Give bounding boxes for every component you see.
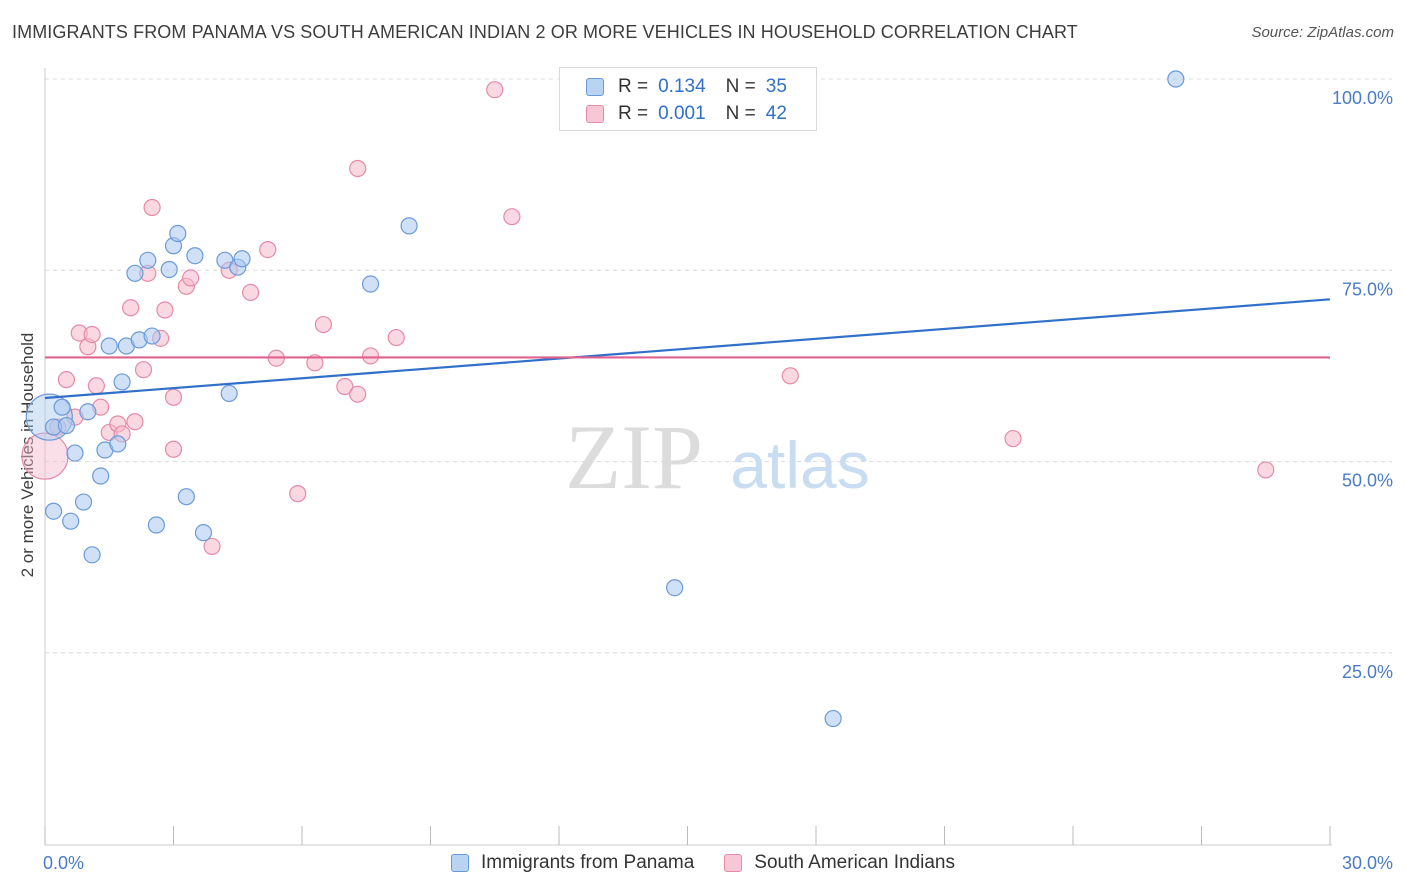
data-point	[314, 315, 333, 334]
data-point	[177, 488, 195, 506]
data-point	[53, 398, 71, 416]
watermark-atlas: atlas	[730, 428, 869, 502]
source-credit: Source: ZipAtlas.com	[1251, 24, 1394, 41]
legend-r-label: R =	[618, 76, 649, 97]
legend-n-value-indians: 42	[765, 103, 787, 124]
data-point	[160, 260, 178, 279]
data-point	[242, 283, 260, 302]
data-point	[220, 384, 238, 403]
data-point	[486, 81, 504, 99]
data-point	[1167, 70, 1185, 88]
data-point	[349, 159, 367, 178]
data-point	[336, 377, 354, 396]
data-point	[349, 385, 367, 403]
chart-title: IMMIGRANTS FROM PANAMA VS SOUTH AMERICAN…	[12, 22, 1078, 42]
data-point	[387, 328, 405, 347]
legend-label-indians: South American Indians	[754, 852, 955, 873]
data-point	[233, 250, 251, 268]
legend-r-value-panama: 0.134	[658, 76, 706, 97]
data-point	[134, 361, 153, 379]
data-point	[92, 467, 110, 485]
data-point	[122, 299, 140, 317]
trend-lines	[44, 298, 1331, 400]
data-point	[100, 337, 118, 355]
data-point	[57, 416, 76, 435]
data-point	[156, 301, 174, 319]
data-point	[139, 251, 157, 269]
data-point	[126, 264, 144, 282]
legend-n-label: N =	[725, 103, 756, 124]
series-immigrants-from-panama	[25, 70, 1185, 728]
legend-swatch-blue	[451, 854, 469, 872]
tick-labels: 25.0% 50.0% 75.0% 100.0% 0.0% 30.0%	[43, 88, 1393, 873]
data-point	[289, 485, 307, 503]
data-point	[361, 275, 380, 293]
data-point	[83, 546, 101, 564]
data-point	[143, 198, 161, 217]
series-south-american-indians	[21, 81, 1275, 556]
data-point	[79, 403, 97, 421]
data-point	[186, 247, 204, 265]
legend-row-south-american-indians: R = 0.001 N = 42	[586, 102, 787, 126]
y-tick-label: 75.0%	[1342, 279, 1393, 299]
data-point	[57, 371, 76, 389]
y-tick-label: 25.0%	[1342, 662, 1393, 682]
data-point	[666, 579, 684, 597]
data-point	[126, 413, 144, 431]
data-point	[203, 537, 221, 556]
legend-swatch-pink	[724, 854, 743, 872]
data-point	[259, 240, 277, 259]
legend-r-value-indians: 0.001	[658, 103, 706, 124]
data-point	[113, 373, 131, 391]
watermark: ZIP atlas	[565, 406, 870, 508]
data-point	[1004, 429, 1022, 448]
data-point	[169, 224, 187, 243]
watermark-zip: ZIP	[565, 406, 703, 508]
data-point	[66, 444, 84, 462]
data-point	[1257, 461, 1275, 479]
legend-r-label: R =	[618, 103, 649, 124]
data-point	[503, 208, 521, 226]
data-point	[74, 493, 93, 511]
series-legend: Immigrants from Panama South American In…	[0, 852, 1406, 874]
y-tick-label: 50.0%	[1342, 471, 1393, 491]
data-point	[143, 327, 161, 345]
data-point	[781, 367, 799, 385]
x-tick-label: 30.0%	[1342, 853, 1393, 873]
data-point	[164, 440, 183, 458]
legend-item-panama[interactable]: Immigrants from Panama	[451, 852, 694, 874]
x-tick-label: 0.0%	[43, 853, 84, 873]
legend-item-indians[interactable]: South American Indians	[724, 852, 955, 874]
legend-label-panama: Immigrants from Panama	[481, 852, 695, 873]
data-point	[83, 325, 101, 344]
legend-swatch-blue	[586, 78, 604, 96]
trend-line-panama	[44, 298, 1331, 400]
data-point	[194, 524, 213, 542]
legend-n-label: N =	[725, 76, 756, 97]
grid-lines	[45, 78, 1392, 654]
y-tick-label: 100.0%	[1332, 88, 1393, 108]
legend-swatch-pink	[586, 105, 604, 123]
data-point	[361, 347, 380, 365]
data-point	[147, 516, 165, 534]
legend-row-panama: R = 0.134 N = 35	[586, 75, 787, 99]
data-point	[824, 709, 842, 728]
axes	[44, 68, 1332, 846]
data-point	[62, 512, 80, 530]
data-point	[44, 502, 63, 520]
data-point	[182, 269, 200, 287]
data-point	[87, 377, 106, 395]
data-point	[164, 388, 183, 406]
legend-n-value-panama: 35	[765, 76, 787, 97]
correlation-legend: R = 0.134 N = 35 R = 0.001 N = 42	[559, 67, 817, 131]
data-point	[306, 354, 324, 372]
data-point	[400, 217, 418, 235]
data-point	[109, 435, 127, 453]
